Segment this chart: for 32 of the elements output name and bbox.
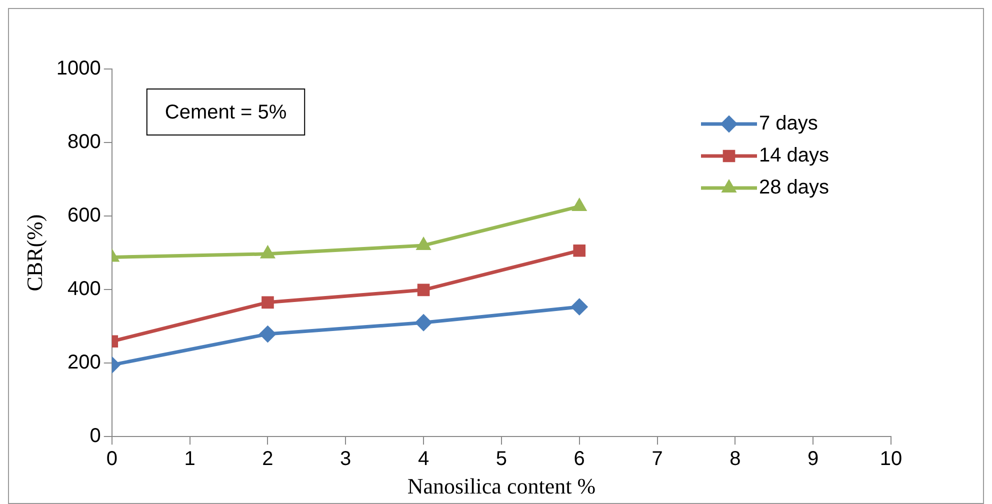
point: [570, 298, 588, 316]
point: [259, 326, 276, 343]
annotation: Cement = 5%: [164, 102, 287, 124]
point: [572, 198, 587, 211]
x-tick-label: 2: [262, 448, 274, 470]
y-tick-label: 400: [68, 278, 101, 300]
y-tick-label: 200: [68, 352, 101, 374]
x-tick-label: 7: [652, 448, 663, 470]
x-tick-label: 8: [730, 448, 741, 470]
x-tick-label: 3: [340, 448, 352, 470]
x-axis-title: Nanosilica content %: [407, 474, 596, 499]
legend-label: 7 days: [759, 112, 818, 135]
point: [417, 284, 430, 296]
x-tick-label: 6: [574, 448, 585, 470]
y-tick-label: 0: [90, 425, 101, 448]
point: [415, 314, 432, 332]
legend-label: 28 days: [759, 176, 830, 199]
point: [416, 236, 431, 250]
y-axis-title: CBR(%): [22, 214, 47, 292]
legend-label: 14 days: [759, 144, 830, 167]
point: [262, 296, 274, 309]
y-tick-label: 600: [68, 204, 101, 227]
y-tick-label: 1000: [56, 58, 101, 80]
point: [260, 245, 276, 258]
y-tick-label: 800: [68, 131, 101, 154]
x-tick-label: 4: [418, 448, 430, 470]
x-tick-label: 10: [880, 448, 902, 470]
x-tick-label: 0: [106, 448, 118, 470]
x-tick-label: 1: [184, 448, 196, 470]
x-tick-label: 5: [496, 448, 508, 470]
point: [573, 244, 586, 257]
x-tick-label: 9: [808, 448, 819, 470]
